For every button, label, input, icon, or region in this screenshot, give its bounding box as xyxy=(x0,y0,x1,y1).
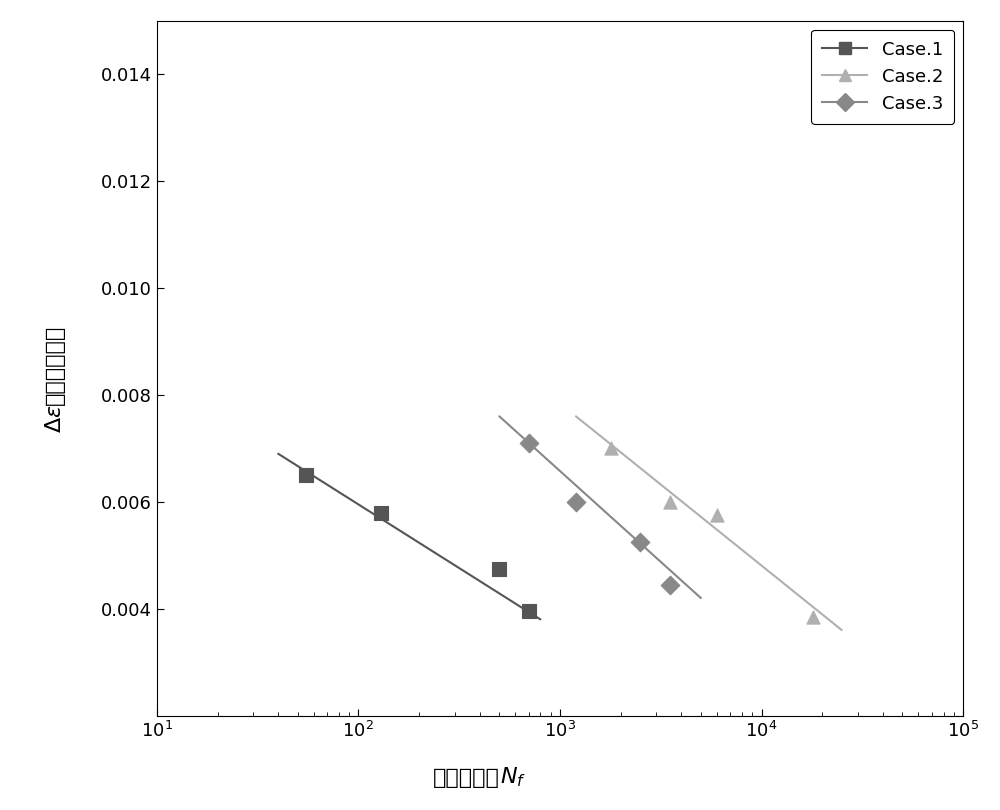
Point xyxy=(662,578,678,591)
Text: $\Delta\varepsilon$: $\Delta\varepsilon$ xyxy=(45,405,65,433)
Point xyxy=(662,496,678,509)
Point xyxy=(491,562,507,575)
Text: 总应变幅值，: 总应变幅值， xyxy=(45,325,65,405)
Point xyxy=(805,610,821,623)
Text: 疲劳寿命，: 疲劳寿命， xyxy=(433,768,500,787)
Legend: Case.1, Case.2, Case.3: Case.1, Case.2, Case.3 xyxy=(811,30,954,124)
Point xyxy=(568,496,584,509)
Point xyxy=(709,509,725,522)
Text: $N_f$: $N_f$ xyxy=(500,765,526,790)
Point xyxy=(298,469,314,482)
Point xyxy=(521,437,537,450)
Point xyxy=(521,605,537,618)
Point xyxy=(632,535,648,548)
Point xyxy=(373,506,389,519)
Point xyxy=(603,442,619,455)
